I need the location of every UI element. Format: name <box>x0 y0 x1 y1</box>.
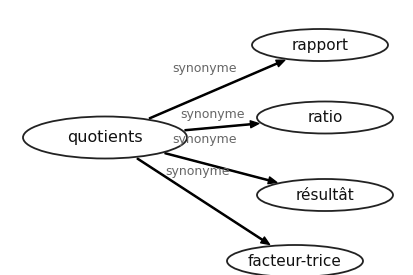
Text: synonyme: synonyme <box>180 108 244 121</box>
Text: ratio: ratio <box>306 110 342 125</box>
Text: quotients: quotients <box>67 130 142 145</box>
Text: rapport: rapport <box>291 37 348 53</box>
Text: résultât: résultât <box>295 188 354 202</box>
Text: facteur-trice: facteur-trice <box>247 254 341 268</box>
Ellipse shape <box>23 117 187 158</box>
Text: synonyme: synonyme <box>171 62 236 75</box>
Text: synonyme: synonyme <box>171 133 236 146</box>
FancyArrowPatch shape <box>164 153 276 184</box>
FancyArrowPatch shape <box>185 121 258 131</box>
Ellipse shape <box>226 245 362 275</box>
FancyArrowPatch shape <box>149 60 284 119</box>
Ellipse shape <box>256 179 392 211</box>
Ellipse shape <box>256 101 392 133</box>
FancyArrowPatch shape <box>137 158 269 244</box>
Ellipse shape <box>252 29 387 61</box>
Text: synonyme: synonyme <box>165 164 229 177</box>
